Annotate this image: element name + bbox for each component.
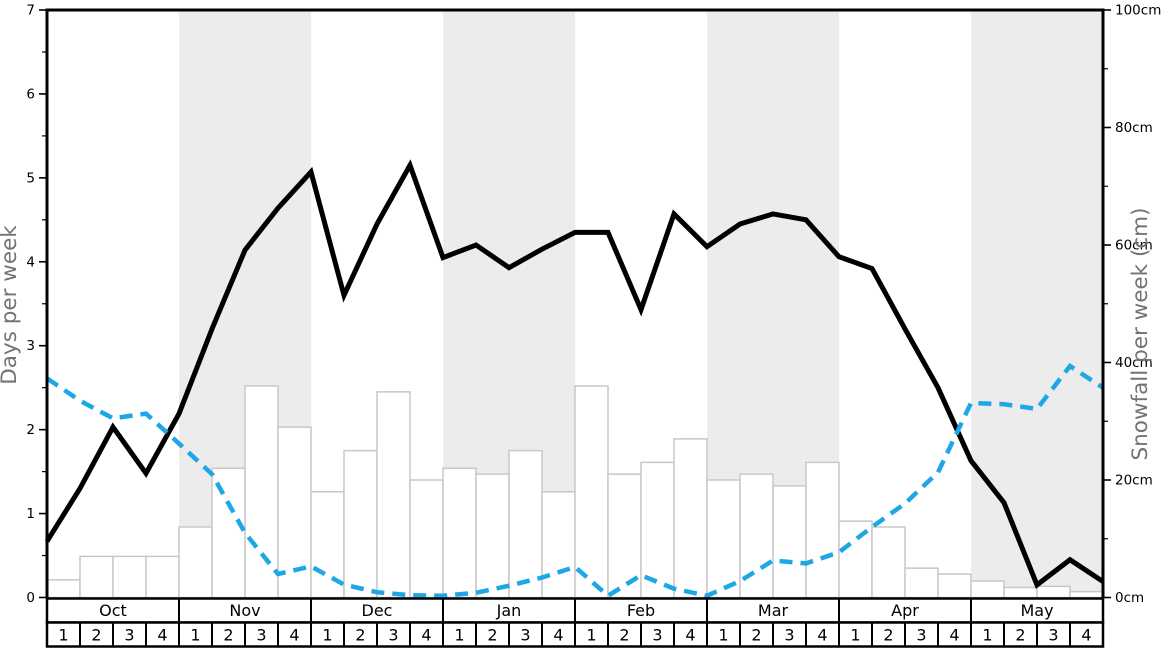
left-axis-title: Days per week xyxy=(0,225,22,385)
snowfall-bar xyxy=(805,461,840,599)
week-number-label: 2 xyxy=(355,626,365,645)
month-label: Jan xyxy=(496,601,522,620)
week-number-label: 1 xyxy=(58,626,68,645)
right-axis-tick-label: 100cm xyxy=(1115,3,1161,19)
snowfall-bar xyxy=(541,491,576,599)
left-axis-tick-label: 5 xyxy=(26,170,35,186)
snowfall-bar xyxy=(343,449,378,599)
week-number-label: 4 xyxy=(817,626,827,645)
right-axis-tick-label: 20cm xyxy=(1115,473,1153,489)
snowfall-bar xyxy=(244,385,279,599)
left-axis-tick-label: 7 xyxy=(26,3,35,19)
month-shading-bands xyxy=(179,10,1103,598)
snowfall-bar xyxy=(574,385,609,599)
snowfall-bar xyxy=(46,579,81,599)
month-label: Oct xyxy=(99,601,127,620)
left-axis-tick-label: 0 xyxy=(26,590,35,606)
right-axis-tick-label: 80cm xyxy=(1115,120,1153,136)
month-label: May xyxy=(1020,601,1053,620)
left-axis-tick-label: 3 xyxy=(26,338,35,354)
snowfall-bar xyxy=(970,580,1005,599)
snowfall-bar xyxy=(442,467,477,599)
month-label: Feb xyxy=(627,601,655,620)
week-number-label: 4 xyxy=(421,626,431,645)
snowfall-dashed-line xyxy=(45,362,1105,599)
month-label: Mar xyxy=(758,601,789,620)
week-number-label: 1 xyxy=(586,626,596,645)
right-axis-tick-label: 60cm xyxy=(1115,238,1153,254)
snowfall-bar xyxy=(706,479,741,599)
snowfall-bar xyxy=(475,473,510,599)
snowfall-bar xyxy=(1069,590,1104,599)
week-number-label: 4 xyxy=(289,626,299,645)
week-number-label: 3 xyxy=(916,626,926,645)
week-number-label: 1 xyxy=(190,626,200,645)
week-number-label: 3 xyxy=(652,626,662,645)
snowfall-bar xyxy=(904,567,939,599)
week-number-label: 2 xyxy=(91,626,101,645)
week-number-label: 1 xyxy=(454,626,464,645)
week-number-label: 3 xyxy=(256,626,266,645)
week-number-label: 3 xyxy=(1048,626,1058,645)
week-number-label: 2 xyxy=(751,626,761,645)
week-number-label: 2 xyxy=(619,626,629,645)
snowfall-bar xyxy=(640,461,675,599)
week-number-label: 4 xyxy=(1081,626,1091,645)
snowfall-bar xyxy=(145,555,180,599)
week-number-label: 1 xyxy=(718,626,728,645)
month-shading-band xyxy=(971,10,1103,598)
week-number-label: 4 xyxy=(949,626,959,645)
week-number-label: 4 xyxy=(157,626,167,645)
snowfall-bar xyxy=(1003,586,1038,599)
week-number-label: 2 xyxy=(883,626,893,645)
axes-and-ticks: 0 1 2 3 4 5 6 7 0cm 20cm 40cm 60cm 80cm 100cm xyxy=(26,3,1161,607)
week-number-label: 2 xyxy=(487,626,497,645)
left-axis-tick-label: 4 xyxy=(26,254,35,270)
week-number-label: 3 xyxy=(124,626,134,645)
week-number-label: 3 xyxy=(520,626,530,645)
days-per-week-line xyxy=(44,159,1105,589)
snowfall-bar xyxy=(871,526,906,599)
week-number-label: 2 xyxy=(1015,626,1025,645)
week-number-label: 2 xyxy=(223,626,233,645)
snowfall-bar xyxy=(79,555,114,599)
week-number-label: 1 xyxy=(322,626,332,645)
right-axis-title: Snowfall per week (cm) xyxy=(1128,208,1153,461)
data-lines xyxy=(44,159,1105,599)
week-number-label: 3 xyxy=(784,626,794,645)
right-axis-tick-label: 40cm xyxy=(1115,355,1153,371)
month-label: Apr xyxy=(891,601,919,620)
week-number-label: 4 xyxy=(553,626,563,645)
snowfall-bar xyxy=(937,573,972,599)
month-week-table: Oct Nov Dec Jan Feb Mar Apr May 1 2 3 4 1 2 3 4 1 2 3 4 1 2 3 4… xyxy=(45,597,1105,648)
right-axis-tick-label: 0cm xyxy=(1115,590,1144,606)
snowfall-bar xyxy=(1036,585,1071,599)
snowfall-bar xyxy=(508,449,543,599)
left-axis-tick-label: 6 xyxy=(26,86,35,102)
week-number-label: 3 xyxy=(388,626,398,645)
snowfall-bar xyxy=(178,526,213,599)
snowfall-bar xyxy=(409,479,444,599)
month-label: Nov xyxy=(229,601,260,620)
week-number-label: 1 xyxy=(850,626,860,645)
snowfall-bar xyxy=(376,391,411,599)
snowfall-bar xyxy=(211,467,246,599)
snowfall-bar xyxy=(673,438,708,599)
left-axis-tick-label: 1 xyxy=(26,506,35,522)
left-axis-tick-label: 2 xyxy=(26,422,35,438)
week-number-label: 1 xyxy=(982,626,992,645)
snowfall-bar xyxy=(772,485,807,599)
week-number-label: 4 xyxy=(685,626,695,645)
snowfall-bar xyxy=(112,555,147,599)
month-label: Dec xyxy=(362,601,393,620)
